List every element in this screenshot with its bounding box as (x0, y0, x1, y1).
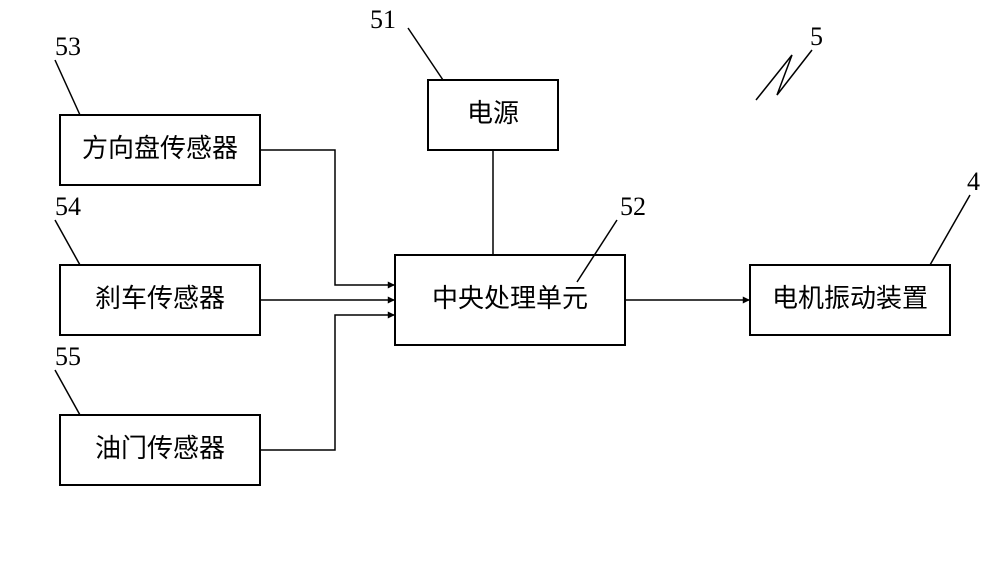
arrowhead-n52-n4 (743, 297, 750, 304)
ref-leader-n4 (930, 195, 970, 265)
node-label-n54: 刹车传感器 (95, 284, 225, 313)
node-label-n4: 电机振动装置 (772, 284, 928, 313)
ref-leader-n54 (55, 220, 80, 265)
ref-leader-n55 (55, 370, 80, 415)
ref-label-n55: 55 (55, 342, 81, 371)
arrowhead-n55-n52 (388, 312, 395, 319)
node-n55: 油门传感器 55 (55, 342, 260, 485)
ref-label-n52: 52 (620, 192, 646, 221)
arrowhead-n54-n52 (388, 297, 395, 304)
node-n4: 电机振动装置 4 (750, 167, 980, 335)
edge-n55-n52 (260, 315, 395, 450)
node-label-n55: 油门传感器 (95, 434, 225, 463)
edge-n53-n52 (260, 150, 395, 285)
node-label-n51: 电源 (467, 99, 519, 128)
ref-label-n53: 53 (55, 32, 81, 61)
ref-label-5: 5 (810, 22, 823, 51)
ref-leader-n53 (55, 60, 80, 115)
node-n52: 中央处理单元 52 (395, 192, 646, 345)
ref-label-n54: 54 (55, 192, 81, 221)
node-n54: 刹车传感器 54 (55, 192, 260, 335)
ref-label-n51: 51 (370, 5, 396, 34)
arrowhead-n53-n52 (388, 282, 395, 289)
node-n51: 电源 51 (370, 5, 558, 150)
ref-label-n4: 4 (967, 167, 980, 196)
zigzag-mark-5 (756, 50, 812, 100)
node-n53: 方向盘传感器 53 (55, 32, 260, 185)
node-label-n52: 中央处理单元 (432, 284, 588, 313)
ref-leader-n51 (408, 28, 443, 80)
node-label-n53: 方向盘传感器 (82, 134, 238, 163)
